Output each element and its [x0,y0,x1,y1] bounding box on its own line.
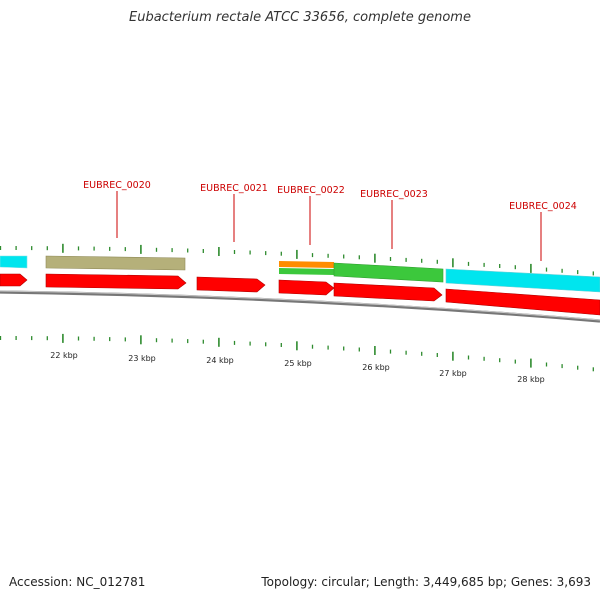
upper-tick-marks [0,243,594,276]
gene-label-eubrec-0023[interactable]: EUBREC_0023 [360,189,428,200]
forward-feature-left[interactable] [0,273,28,287]
reverse-feature-eubrec-0020[interactable] [45,255,186,271]
gene-label-eubrec-0022[interactable]: EUBREC_0022 [277,185,345,196]
scale-label-25kbp: 25 kbp [284,359,312,368]
scale-label-23kbp: 23 kbp [128,354,156,363]
gene-labels: EUBREC_0020 EUBREC_0021 EUBREC_0022 EUBR… [83,180,577,212]
map-title: Eubacterium rectale ATCC 33656, complete… [129,10,471,25]
scale-label-27kbp: 27 kbp [439,369,467,378]
lower-tick-marks [0,333,594,372]
gene-label-eubrec-0020[interactable]: EUBREC_0020 [83,180,151,191]
reverse-feature-orange[interactable] [279,261,334,268]
topology-label: Topology: circular; Length: 3,449,685 bp… [261,575,591,589]
gene-label-eubrec-0024[interactable]: EUBREC_0024 [509,201,577,212]
gene-label-eubrec-0021[interactable]: EUBREC_0021 [200,183,268,194]
scale-label-26kbp: 26 kbp [362,363,390,372]
scale-label-28kbp: 28 kbp [517,375,545,384]
reverse-feature-cyan-left[interactable] [0,255,28,269]
genome-backbone-highlight [0,290,600,321]
genome-backbone [0,290,600,323]
forward-feature-eubrec-0020[interactable] [45,273,187,290]
reverse-feature-eubrec-0023[interactable] [333,262,444,283]
forward-feature-eubrec-0024-fwd[interactable] [445,288,600,316]
accession-label: Accession: NC_012781 [9,575,146,589]
forward-feature-eubrec-0022[interactable] [278,279,335,296]
reverse-feature-green-short[interactable] [279,268,334,275]
gene-label-leaders [116,191,542,261]
scale-labels: 22 kbp 23 kbp 24 kbp 25 kbp 26 kbp 27 kb… [50,351,545,384]
forward-feature-eubrec-0021[interactable] [196,276,266,293]
reverse-feature-eubrec-0024[interactable] [445,268,600,293]
scale-label-24kbp: 24 kbp [206,356,234,365]
scale-label-22kbp: 22 kbp [50,351,78,360]
forward-feature-eubrec-0023-fwd[interactable] [333,282,443,302]
